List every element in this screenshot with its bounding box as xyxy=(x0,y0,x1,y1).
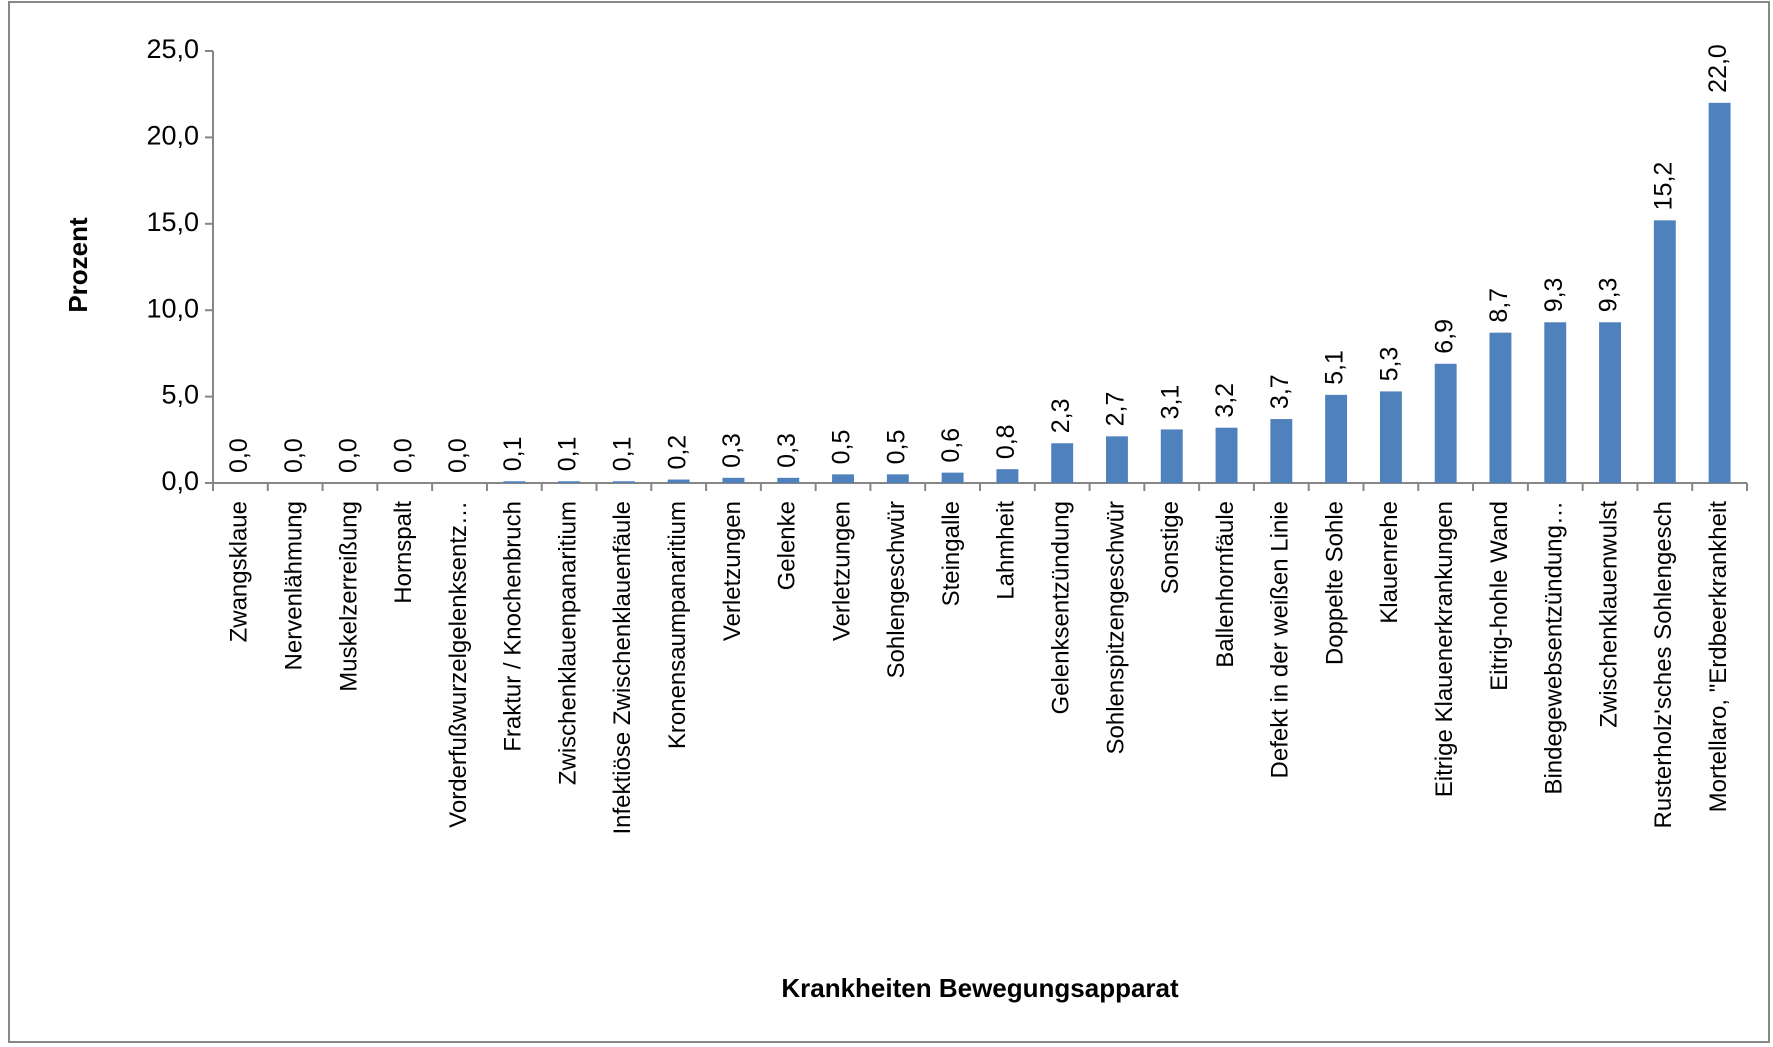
data-label: 0,6 xyxy=(937,428,965,463)
bar xyxy=(1489,332,1512,483)
y-tick-label: 25,0 xyxy=(146,34,199,64)
bar xyxy=(1106,436,1128,483)
bar xyxy=(941,472,964,483)
x-tick-label: Gelenksentzündung xyxy=(1048,501,1075,715)
data-label: 0,1 xyxy=(609,437,637,472)
bar xyxy=(777,477,800,483)
bar xyxy=(1270,419,1293,483)
data-label: 0,0 xyxy=(335,438,363,473)
x-tick-label: Verletzungen xyxy=(828,501,855,641)
bar xyxy=(1215,427,1238,483)
bar xyxy=(1160,429,1183,483)
y-tick-label: 0,0 xyxy=(161,466,199,496)
bar xyxy=(1434,363,1457,483)
x-tick-label: Sohlengeschwür xyxy=(883,501,910,678)
data-label: 2,3 xyxy=(1047,398,1075,433)
x-tick-label: Zwischenklauenwulst xyxy=(1595,501,1622,728)
x-tick-label: Vorderfußwurzelgelenksentz… xyxy=(445,501,472,828)
x-tick-label: Gelenke xyxy=(774,501,801,590)
data-label: 3,2 xyxy=(1211,383,1239,418)
data-label: 0,0 xyxy=(280,438,308,473)
data-label: 9,3 xyxy=(1595,278,1623,313)
x-tick-label: Eitrig-hohle Wand xyxy=(1486,501,1513,691)
x-tick-label: Bindegewebsentzündung… xyxy=(1541,501,1568,795)
x-tick-label: Fraktur / Knochenbruch xyxy=(500,501,527,752)
data-label: 0,1 xyxy=(499,437,527,472)
bar xyxy=(722,477,745,483)
data-label: 0,1 xyxy=(554,437,582,472)
data-label: 22,0 xyxy=(1704,44,1732,93)
data-label: 0,0 xyxy=(225,438,253,473)
x-tick-label: Sohlenspitzengeschwür xyxy=(1102,501,1129,755)
x-tick-label: Ballenhornfäule xyxy=(1212,501,1239,668)
bar xyxy=(503,481,526,483)
x-tick-label: Steingalle xyxy=(938,501,965,606)
data-label: 3,7 xyxy=(1266,374,1294,409)
bar xyxy=(558,481,581,483)
data-label: 5,3 xyxy=(1376,347,1404,382)
data-label: 2,7 xyxy=(1102,392,1130,427)
x-tick-label: Mortellaro, "Erdbeerkrankheit xyxy=(1705,501,1732,813)
x-tick-label: Hornspalt xyxy=(390,501,417,604)
x-axis-title: Krankheiten Bewegungsapparat xyxy=(781,973,1179,1003)
x-tick-label: Eitrige Klauenerkrankungen xyxy=(1431,501,1458,797)
x-tick-label: Rusterholz'sches Sohlengesch xyxy=(1650,501,1677,828)
y-tick-label: 15,0 xyxy=(146,207,199,237)
y-tick-label: 5,0 xyxy=(161,380,199,410)
data-label: 0,5 xyxy=(882,430,910,465)
data-label: 0,2 xyxy=(663,435,691,470)
x-tick-label: Klauenrehe xyxy=(1376,501,1403,624)
data-label: 0,0 xyxy=(444,438,472,473)
bar xyxy=(1599,322,1621,483)
bar xyxy=(612,481,635,483)
bar xyxy=(1544,322,1567,483)
bar xyxy=(1051,443,1074,483)
data-label: 0,0 xyxy=(389,438,417,473)
x-tick-label: Infektiöse Zwischenklauenfäule xyxy=(609,501,636,835)
bar xyxy=(1325,394,1348,483)
bar xyxy=(886,474,909,483)
x-tick-label: Defekt in der weißen Linie xyxy=(1267,501,1294,778)
x-tick-label: Sonstige xyxy=(1157,501,1184,594)
data-label: 0,3 xyxy=(718,433,746,468)
data-label: 9,3 xyxy=(1540,278,1568,313)
x-tick-label: Doppelte Sohle xyxy=(1321,501,1348,665)
data-label: 0,3 xyxy=(773,433,801,468)
x-tick-label: Muskelzerreißung xyxy=(335,501,362,692)
bar xyxy=(667,479,690,483)
data-label: 0,8 xyxy=(992,424,1020,459)
chart-frame xyxy=(8,1,1770,1043)
data-label: 6,9 xyxy=(1430,319,1458,354)
data-label: 8,7 xyxy=(1485,288,1513,323)
x-tick-label: Zwischenklauenpanaritium xyxy=(554,501,581,785)
x-tick-label: Zwangsklaue xyxy=(226,501,253,642)
bar xyxy=(1379,391,1402,483)
data-label: 5,1 xyxy=(1321,350,1349,385)
bar xyxy=(832,474,854,483)
data-label: 3,1 xyxy=(1156,385,1184,420)
x-tick-label: Lahmheit xyxy=(993,501,1020,600)
data-label: 15,2 xyxy=(1649,162,1677,211)
bar xyxy=(1653,220,1676,483)
bar xyxy=(996,469,1019,483)
x-tick-label: Verletzungen xyxy=(719,501,746,641)
x-tick-label: Kronensaumpanaritium xyxy=(664,501,691,749)
y-tick-label: 20,0 xyxy=(146,121,199,151)
bar xyxy=(1708,102,1731,483)
y-tick-label: 10,0 xyxy=(146,293,199,323)
data-label: 0,5 xyxy=(828,430,856,465)
x-tick-label: Nervenlähmung xyxy=(281,501,308,670)
y-axis-title: Prozent xyxy=(63,217,93,313)
